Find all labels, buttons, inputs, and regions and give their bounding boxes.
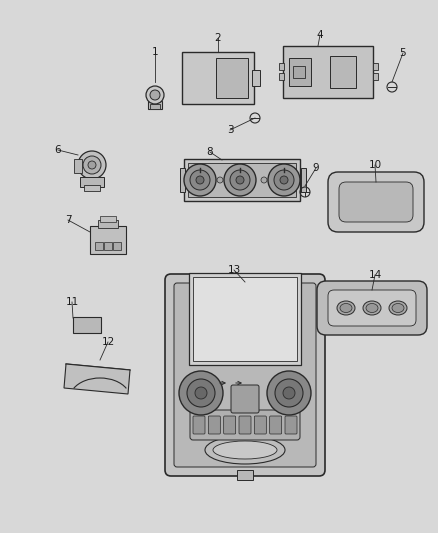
Bar	[184, 159, 300, 201]
Text: 1: 1	[152, 47, 158, 57]
Bar	[80, 177, 104, 187]
FancyBboxPatch shape	[328, 172, 424, 232]
Bar	[216, 58, 248, 98]
FancyBboxPatch shape	[208, 416, 220, 434]
Circle shape	[275, 379, 303, 407]
Ellipse shape	[363, 301, 381, 315]
Bar	[279, 63, 284, 70]
Text: 12: 12	[101, 337, 115, 347]
Bar	[180, 168, 185, 192]
Bar	[373, 63, 378, 70]
Bar	[189, 273, 301, 365]
Bar	[279, 73, 284, 80]
Bar	[113, 242, 121, 250]
Text: 6: 6	[55, 145, 61, 155]
Text: 13: 13	[227, 265, 240, 275]
Bar	[289, 58, 311, 86]
Ellipse shape	[366, 303, 378, 312]
Bar	[150, 104, 160, 109]
Circle shape	[230, 170, 250, 190]
Ellipse shape	[340, 303, 352, 312]
FancyBboxPatch shape	[239, 416, 251, 434]
Text: 2: 2	[215, 33, 221, 43]
Bar	[84, 185, 100, 191]
Bar	[373, 73, 378, 80]
Circle shape	[236, 176, 244, 184]
Ellipse shape	[205, 436, 285, 464]
Circle shape	[196, 176, 204, 184]
Text: 9: 9	[313, 163, 319, 173]
Circle shape	[280, 176, 288, 184]
Ellipse shape	[213, 441, 277, 459]
Circle shape	[224, 164, 256, 196]
Bar	[182, 52, 254, 104]
Bar	[73, 317, 101, 333]
Bar	[104, 242, 112, 250]
Circle shape	[195, 387, 207, 399]
Bar	[293, 66, 305, 78]
FancyBboxPatch shape	[254, 416, 266, 434]
FancyBboxPatch shape	[190, 410, 300, 440]
Bar	[90, 226, 126, 254]
FancyBboxPatch shape	[165, 274, 325, 476]
FancyBboxPatch shape	[174, 283, 316, 467]
Text: 7: 7	[65, 215, 71, 225]
FancyBboxPatch shape	[224, 416, 236, 434]
Circle shape	[88, 161, 96, 169]
Text: 5: 5	[400, 48, 406, 58]
FancyBboxPatch shape	[339, 182, 413, 222]
Circle shape	[78, 151, 106, 179]
Bar	[100, 216, 116, 222]
Circle shape	[190, 170, 210, 190]
Circle shape	[150, 90, 160, 100]
Circle shape	[146, 86, 164, 104]
FancyBboxPatch shape	[328, 290, 416, 326]
Bar	[330, 56, 356, 88]
Circle shape	[267, 371, 311, 415]
Bar	[148, 101, 162, 109]
Text: 11: 11	[65, 297, 79, 307]
FancyBboxPatch shape	[231, 385, 259, 413]
Bar	[193, 277, 297, 361]
Bar	[301, 168, 306, 192]
FancyArrowPatch shape	[236, 381, 241, 385]
Text: 10: 10	[368, 160, 381, 170]
Circle shape	[274, 170, 294, 190]
Bar	[74, 159, 82, 173]
Text: 4: 4	[317, 30, 323, 40]
Circle shape	[187, 379, 215, 407]
Circle shape	[184, 164, 216, 196]
Ellipse shape	[392, 303, 404, 312]
Text: 3: 3	[227, 125, 233, 135]
Bar	[283, 46, 373, 98]
Bar	[188, 163, 296, 197]
Ellipse shape	[389, 301, 407, 315]
Circle shape	[217, 177, 223, 183]
Text: 14: 14	[368, 270, 381, 280]
Text: 8: 8	[207, 147, 213, 157]
Circle shape	[83, 156, 101, 174]
FancyBboxPatch shape	[317, 281, 427, 335]
Bar	[252, 70, 260, 86]
Bar	[95, 242, 103, 250]
Circle shape	[283, 387, 295, 399]
Circle shape	[179, 371, 223, 415]
Circle shape	[268, 164, 300, 196]
FancyBboxPatch shape	[193, 416, 205, 434]
Polygon shape	[64, 364, 130, 394]
FancyArrowPatch shape	[220, 381, 225, 385]
Circle shape	[261, 177, 267, 183]
Ellipse shape	[337, 301, 355, 315]
Bar	[98, 220, 118, 228]
FancyBboxPatch shape	[285, 416, 297, 434]
Bar	[237, 470, 253, 480]
FancyBboxPatch shape	[270, 416, 282, 434]
